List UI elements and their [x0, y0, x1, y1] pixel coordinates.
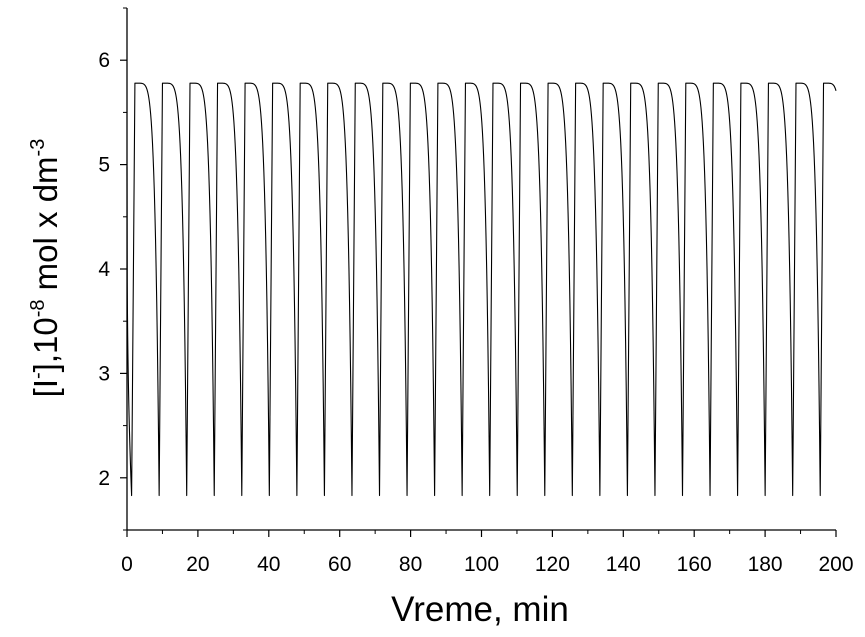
x-tick-label: 60	[328, 553, 351, 576]
y-axis-title-middle: ],10	[27, 317, 64, 372]
x-tick-label: 180	[748, 553, 783, 576]
tick-labels: 0 20 40 60 80 100 120 140 160 180 200 2 3 4 5 6	[98, 49, 853, 576]
y-axis-title-exp1: -8	[27, 299, 49, 317]
series-line	[126, 82, 837, 497]
x-tick-label: 40	[257, 553, 280, 576]
y-axis-title-unit: mol x dm	[27, 156, 64, 299]
x-tick-label: 160	[677, 553, 712, 576]
x-tick-label: 100	[464, 553, 499, 576]
y-tick-label: 2	[98, 467, 110, 490]
axes	[126, 8, 836, 531]
x-tick-label: 140	[606, 553, 641, 576]
x-tick-label: 0	[121, 553, 133, 576]
y-axis-title-prefix: [I	[27, 379, 64, 397]
x-tick-label: 120	[535, 553, 570, 576]
x-axis-title: Vreme, min	[391, 590, 569, 629]
y-axis-title: [I-],10-8 mol x dm-3	[27, 139, 64, 398]
x-tick-label: 80	[399, 553, 422, 576]
y-axis-title-charge: -	[27, 372, 49, 379]
y-tick-label: 6	[98, 49, 110, 72]
y-tick-label: 5	[98, 154, 110, 177]
y-axis-title-exp2: -3	[27, 139, 49, 157]
y-tick-label: 3	[98, 362, 110, 385]
x-tick-label: 200	[818, 553, 853, 576]
plot-area	[126, 82, 837, 497]
y-tick-label: 4	[98, 258, 110, 281]
ticks	[120, 7, 837, 537]
x-tick-label: 20	[186, 553, 209, 576]
